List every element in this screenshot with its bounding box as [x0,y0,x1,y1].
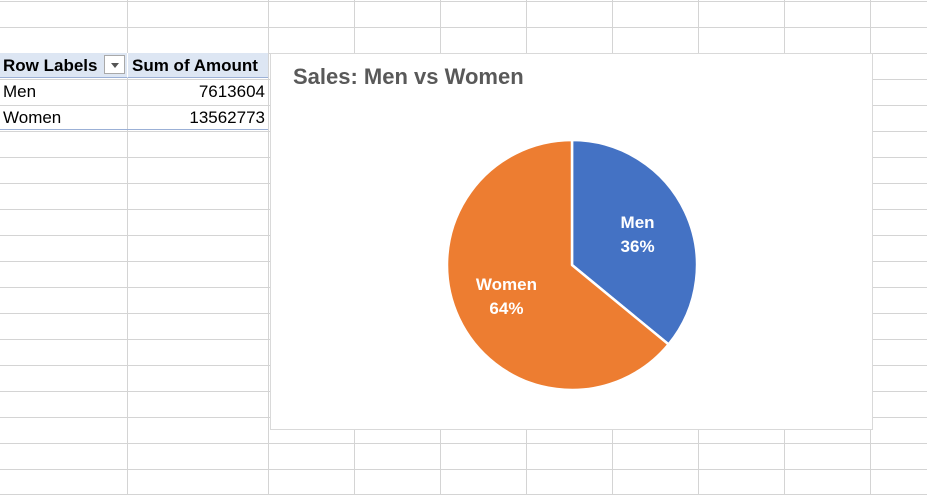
pie-chart[interactable]: Sales: Men vs Women Men 36% Women 64% [270,53,873,430]
pivot-row-label-text: Men [3,82,37,101]
data-label-women[interactable]: Women 64% [476,275,537,318]
sum-of-amount-header-text: Sum of Amount [132,56,258,75]
chart-title[interactable]: Sales: Men vs Women [293,64,524,89]
pie-plot-area[interactable]: Men 36% Women 64% [271,54,872,429]
pivot-row-value-women[interactable]: 13562773 [127,105,268,130]
pivot-row-label-men[interactable]: Men [0,79,127,104]
row-labels-header-text: Row Labels [3,56,98,75]
dropdown-arrow-icon [111,63,119,68]
pivot-table-bottom-border [0,129,268,130]
pivot-row-value-text: 7613604 [198,82,265,101]
pie-slice-women[interactable] [445,138,670,392]
pivot-row-value-men[interactable]: 7613604 [127,79,268,104]
pivot-row-label-text: Women [3,108,62,127]
pie-slice-men[interactable] [570,138,699,346]
pivot-row-label-women[interactable]: Women [0,105,127,130]
row-labels-filter-button[interactable] [104,55,125,74]
pivot-row-value-text: 13562773 [189,108,265,127]
data-label-men[interactable]: Men 36% [621,213,655,256]
sum-of-amount-header[interactable]: Sum of Amount [127,53,268,78]
